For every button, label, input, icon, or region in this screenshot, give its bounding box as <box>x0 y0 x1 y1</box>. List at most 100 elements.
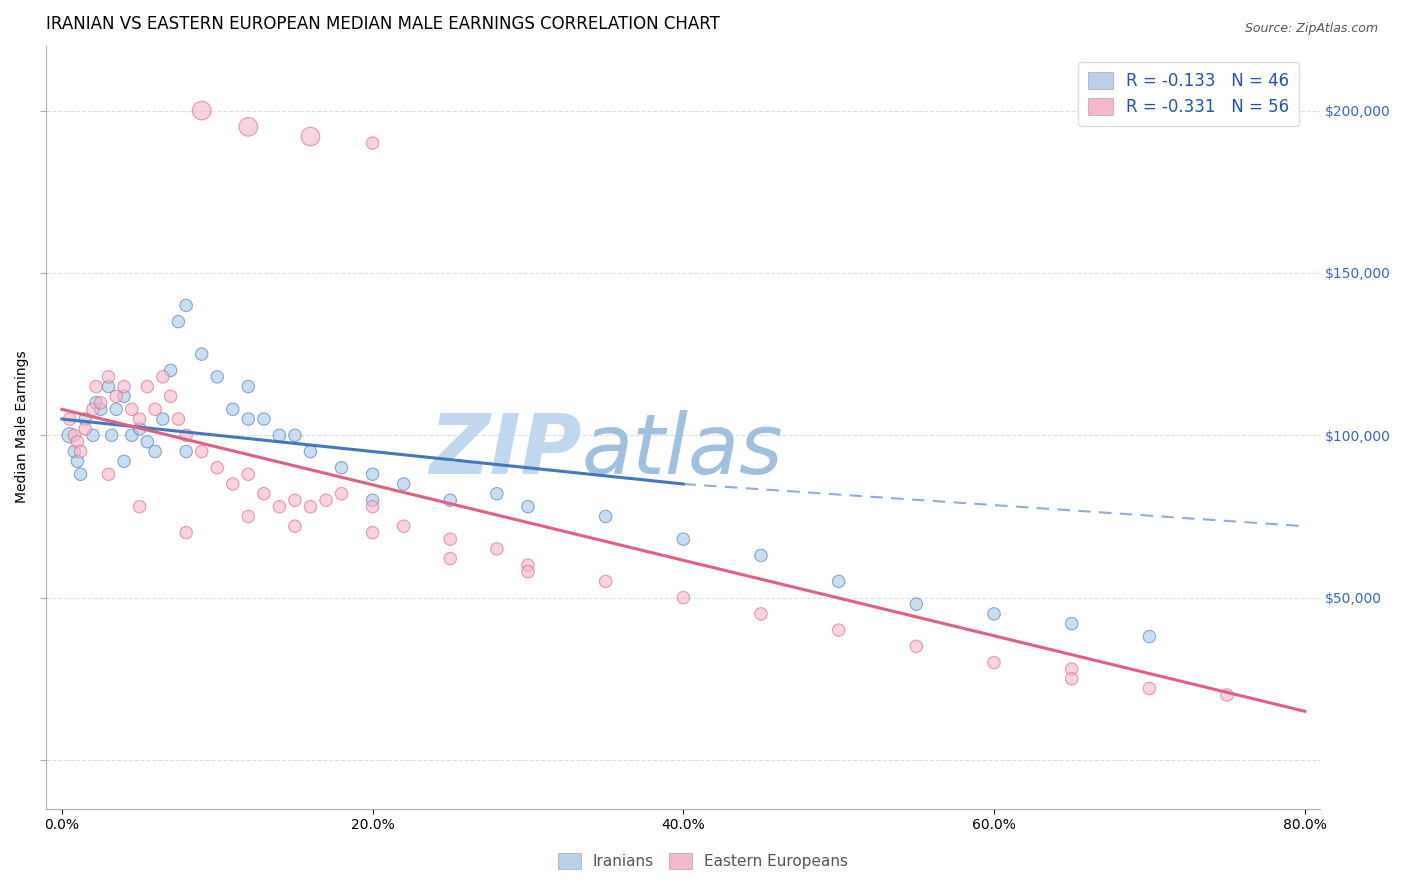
Point <box>190 103 212 118</box>
Point <box>1060 616 1083 631</box>
Point <box>69 467 91 482</box>
Point <box>112 389 135 403</box>
Point <box>143 444 166 458</box>
Point <box>253 487 276 501</box>
Point <box>595 574 617 589</box>
Point <box>112 379 135 393</box>
Point <box>222 402 245 417</box>
Point <box>361 467 384 482</box>
Point <box>517 558 540 573</box>
Point <box>190 347 212 361</box>
Point <box>97 379 120 393</box>
Point <box>75 422 97 436</box>
Point <box>174 298 197 312</box>
Legend: Iranians, Eastern Europeans: Iranians, Eastern Europeans <box>551 847 855 875</box>
Point <box>63 428 86 442</box>
Point <box>152 412 174 426</box>
Point <box>90 402 112 417</box>
Point <box>82 402 104 417</box>
Point <box>330 487 353 501</box>
Point <box>63 444 86 458</box>
Point <box>238 412 260 426</box>
Point <box>238 467 260 482</box>
Text: ZIP: ZIP <box>429 409 582 491</box>
Point <box>269 500 291 514</box>
Point <box>517 565 540 579</box>
Point <box>672 532 695 546</box>
Point <box>361 500 384 514</box>
Point <box>672 591 695 605</box>
Point <box>167 412 190 426</box>
Point <box>128 500 150 514</box>
Point <box>1216 688 1239 702</box>
Point <box>190 444 212 458</box>
Point <box>361 493 384 508</box>
Point <box>105 402 128 417</box>
Point <box>595 509 617 524</box>
Point <box>827 623 849 637</box>
Point <box>159 389 181 403</box>
Point <box>827 574 849 589</box>
Point <box>66 454 89 468</box>
Point <box>330 460 353 475</box>
Point <box>284 493 307 508</box>
Point <box>100 428 122 442</box>
Point <box>174 444 197 458</box>
Point <box>84 396 107 410</box>
Text: Source: ZipAtlas.com: Source: ZipAtlas.com <box>1244 22 1378 36</box>
Point <box>207 369 229 384</box>
Point <box>238 120 260 134</box>
Point <box>517 500 540 514</box>
Point <box>361 525 384 540</box>
Point <box>905 597 928 611</box>
Point <box>253 412 276 426</box>
Point <box>361 136 384 150</box>
Point <box>392 519 415 533</box>
Point <box>238 379 260 393</box>
Y-axis label: Median Male Earnings: Median Male Earnings <box>15 351 30 503</box>
Point <box>82 428 104 442</box>
Point <box>207 460 229 475</box>
Point <box>143 402 166 417</box>
Point <box>284 519 307 533</box>
Point <box>1137 681 1160 696</box>
Point <box>97 467 120 482</box>
Point <box>69 444 91 458</box>
Point <box>485 487 508 501</box>
Text: IRANIAN VS EASTERN EUROPEAN MEDIAN MALE EARNINGS CORRELATION CHART: IRANIAN VS EASTERN EUROPEAN MEDIAN MALE … <box>46 15 720 33</box>
Point <box>84 379 107 393</box>
Point <box>1137 630 1160 644</box>
Point <box>749 549 772 563</box>
Point <box>128 422 150 436</box>
Point <box>1060 662 1083 676</box>
Point <box>284 428 307 442</box>
Point <box>174 428 197 442</box>
Point <box>439 493 461 508</box>
Point <box>299 500 322 514</box>
Point <box>439 532 461 546</box>
Point <box>97 369 120 384</box>
Point <box>439 551 461 566</box>
Point <box>121 428 143 442</box>
Legend: R = -0.133   N = 46, R = -0.331   N = 56: R = -0.133 N = 46, R = -0.331 N = 56 <box>1078 62 1299 127</box>
Point <box>1060 672 1083 686</box>
Point <box>299 444 322 458</box>
Point <box>392 477 415 491</box>
Point <box>66 434 89 449</box>
Point <box>121 402 143 417</box>
Point <box>59 412 82 426</box>
Text: atlas: atlas <box>582 409 783 491</box>
Point <box>299 129 322 144</box>
Point <box>174 525 197 540</box>
Point <box>105 389 128 403</box>
Point <box>167 315 190 329</box>
Point <box>75 412 97 426</box>
Point <box>59 428 82 442</box>
Point <box>269 428 291 442</box>
Point <box>238 509 260 524</box>
Point <box>136 379 159 393</box>
Point <box>152 369 174 384</box>
Point <box>315 493 337 508</box>
Point <box>136 434 159 449</box>
Point <box>983 656 1005 670</box>
